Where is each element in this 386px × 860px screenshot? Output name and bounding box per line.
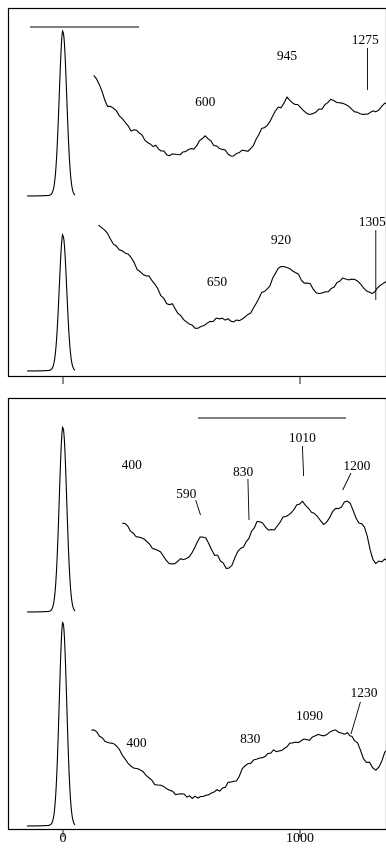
panel-a-trace-i: 40083010901230144525452980 (91, 685, 386, 800)
elastic-peak (27, 232, 76, 372)
x-tick-labels: 0100020003000 (60, 831, 315, 846)
panel-b-trace-ii: 6009451275142516252980 (93, 32, 386, 157)
panel-a-frame (7, 397, 386, 831)
panel-b-frame (7, 7, 386, 378)
spectrum-line (91, 729, 386, 800)
panel-b-x-ticks (62, 377, 301, 384)
x-tick-label: 1000 (286, 831, 314, 846)
peak-label: 945 (277, 48, 298, 63)
peak-label: 1305 (359, 214, 386, 229)
panel-a-x-ticks (62, 830, 301, 837)
peak-label: 830 (240, 731, 261, 746)
x-tick-label: 0 (60, 831, 67, 846)
peak-label: 590 (176, 486, 197, 501)
peak-leader-line (301, 445, 305, 477)
elastic-peak (27, 29, 76, 197)
peak-label: 920 (271, 232, 292, 247)
peak-label: 1090 (296, 708, 323, 723)
peak-label: 650 (207, 274, 228, 289)
peak-label: 830 (233, 464, 254, 479)
spectrum-line (122, 500, 386, 569)
peak-label: 1230 (351, 685, 378, 700)
elastic-peak (27, 425, 76, 613)
peak-label: 600 (195, 94, 216, 109)
panel-a-trace-ii: 4005908301010120014302990 (122, 430, 386, 569)
spectrum-line (98, 224, 386, 329)
peak-leader-line (350, 701, 361, 735)
panel-b-trace-i: 65092013051425162525452960 (98, 214, 386, 329)
peak-leader-line (247, 478, 250, 521)
panel-a-elastic-peaks (27, 425, 76, 827)
panel-a: 4005908301010120014302990 40083010901230… (7, 397, 386, 831)
peak-leader-line (342, 472, 352, 491)
panel-b: 6009451275142516252980 65092013051425162… (7, 7, 386, 378)
spectrum-line (93, 75, 386, 157)
peak-label: 400 (126, 735, 147, 750)
panel-b-elastic-peaks (27, 29, 76, 372)
peak-label: 1200 (343, 458, 370, 473)
peak-label: 400 (122, 457, 143, 472)
peak-label: 1010 (289, 430, 316, 445)
peak-leader-line (195, 499, 201, 516)
elastic-peak (27, 621, 76, 827)
peak-label: 1275 (352, 32, 379, 47)
